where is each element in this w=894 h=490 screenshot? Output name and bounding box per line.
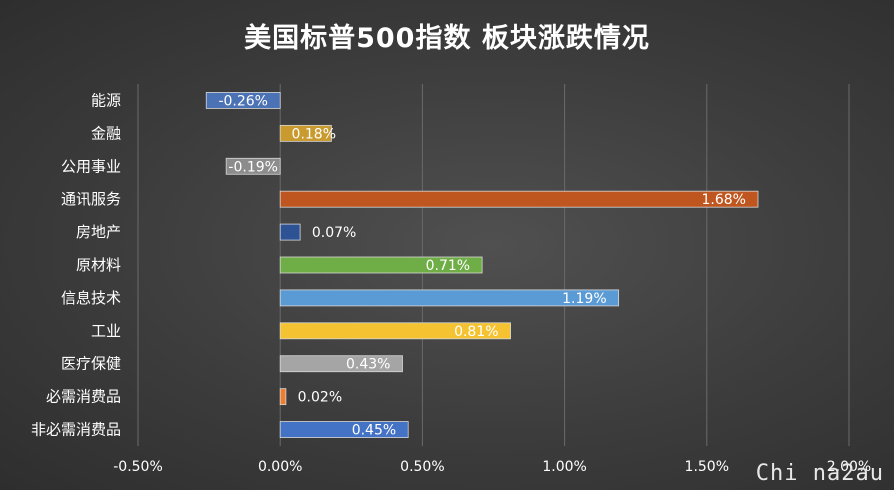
x-tick-label: 1.50% — [685, 459, 729, 475]
data-label: 0.71% — [426, 258, 470, 274]
chart-title: 美国标普500指数 板块涨跌情况 — [244, 23, 650, 54]
data-label: 1.19% — [562, 291, 606, 307]
bar — [225, 157, 281, 175]
bar — [205, 92, 281, 109]
data-label: -0.19% — [228, 159, 278, 175]
category-label: 能源 — [91, 91, 121, 109]
x-tick-label: 1.00% — [542, 459, 586, 475]
bar — [279, 289, 620, 307]
bar — [279, 124, 332, 142]
category-label: 医疗保健 — [61, 355, 121, 373]
bar — [279, 190, 759, 208]
bar — [279, 388, 287, 406]
watermark: Chi na2au — [755, 461, 884, 486]
x-tick-label: -0.50% — [113, 459, 163, 475]
category-label: 必需消费品 — [46, 388, 121, 406]
data-label: 1.68% — [702, 192, 746, 208]
bar — [279, 223, 301, 241]
category-label: 原材料 — [76, 256, 121, 274]
data-label: 0.45% — [352, 423, 396, 439]
data-label: 0.18% — [292, 126, 336, 142]
x-tick-label: 2.00% — [827, 459, 871, 475]
category-label: 房地产 — [76, 223, 121, 241]
x-tick-label: 0.50% — [400, 459, 444, 475]
category-label: 非必需消费品 — [31, 421, 121, 439]
category-label: 通讯服务 — [61, 190, 121, 208]
bar — [279, 355, 403, 373]
category-label: 信息技术 — [61, 289, 121, 307]
data-label: 0.81% — [454, 324, 498, 340]
category-label: 金融 — [91, 124, 121, 142]
data-label: 0.07% — [312, 225, 356, 241]
x-tick-label: 0.00% — [258, 459, 302, 475]
category-label: 工业 — [91, 322, 121, 340]
bar — [279, 322, 511, 340]
data-label: -0.26% — [218, 93, 268, 109]
bar — [279, 256, 483, 274]
data-label: 0.43% — [346, 357, 390, 373]
data-label: 0.02% — [298, 390, 342, 406]
category-label: 公用事业 — [61, 157, 121, 175]
bar — [279, 421, 409, 438]
